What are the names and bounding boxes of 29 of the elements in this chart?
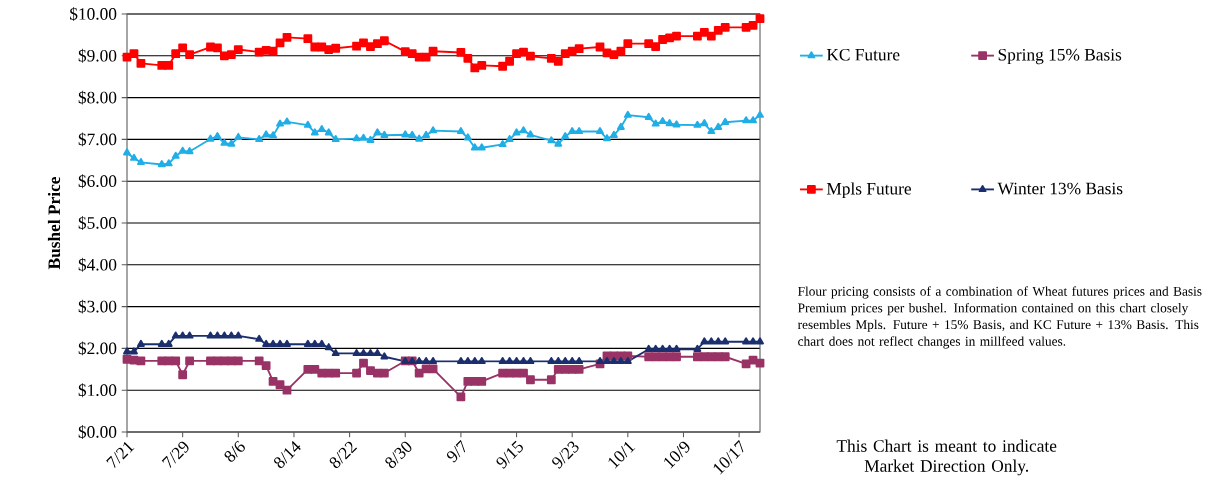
x-tick-label: 8/22 bbox=[329, 441, 358, 468]
y-tick-label: $9.00 bbox=[78, 48, 117, 63]
x-tick-label: 8/30 bbox=[385, 441, 412, 468]
x-tick-label: 9/15 bbox=[496, 440, 523, 469]
text: This Chart is meant to indicate Market Direction Only. bbox=[836, 439, 1057, 476]
x-tick-label: 7/29 bbox=[161, 441, 189, 469]
legend-label: Winter 13% Basis bbox=[997, 182, 1123, 195]
x-tick-label: 7/21 bbox=[106, 441, 135, 469]
legend-label: Mpls Future bbox=[826, 182, 911, 199]
x-tick-label: 9/7 bbox=[446, 440, 466, 463]
x-tick-label: 9/23 bbox=[552, 441, 579, 469]
x-tick-label: 10/1 bbox=[608, 442, 636, 469]
y-tick-label: $7.00 bbox=[78, 132, 117, 147]
y-axis-title: Bushel Price bbox=[47, 176, 61, 270]
y-tick-label: $3.00 bbox=[78, 299, 117, 314]
x-tick-label: 8/14 bbox=[274, 440, 301, 468]
y-tick-label: $1.00 bbox=[78, 383, 117, 398]
text: Flour pricing consists of a combination of Wheat futures prices and Basis Premium prices per bushel. Information contained on this chart closely resembles Mpls. Future + 15% Basis, and KC Future + 13% Basis. This chart does not reflect changes in millfeed values. bbox=[797, 286, 1202, 349]
y-tick-label: $4.00 bbox=[78, 257, 117, 272]
y-tick-label: $0.00 bbox=[78, 425, 117, 439]
y-tick-label: $10.00 bbox=[70, 7, 117, 21]
legend-label: Spring 15% Basis bbox=[998, 48, 1122, 65]
y-tick-label: $2.00 bbox=[78, 341, 117, 356]
x-tick-label: 8/6 bbox=[224, 440, 245, 462]
y-tick-label: $8.00 bbox=[78, 90, 117, 105]
y-tick-label: $6.00 bbox=[78, 174, 117, 189]
y-tick-label: $5.00 bbox=[78, 216, 117, 230]
legend-label: KC Future bbox=[826, 48, 900, 61]
x-tick-label: 10/9 bbox=[664, 441, 690, 469]
